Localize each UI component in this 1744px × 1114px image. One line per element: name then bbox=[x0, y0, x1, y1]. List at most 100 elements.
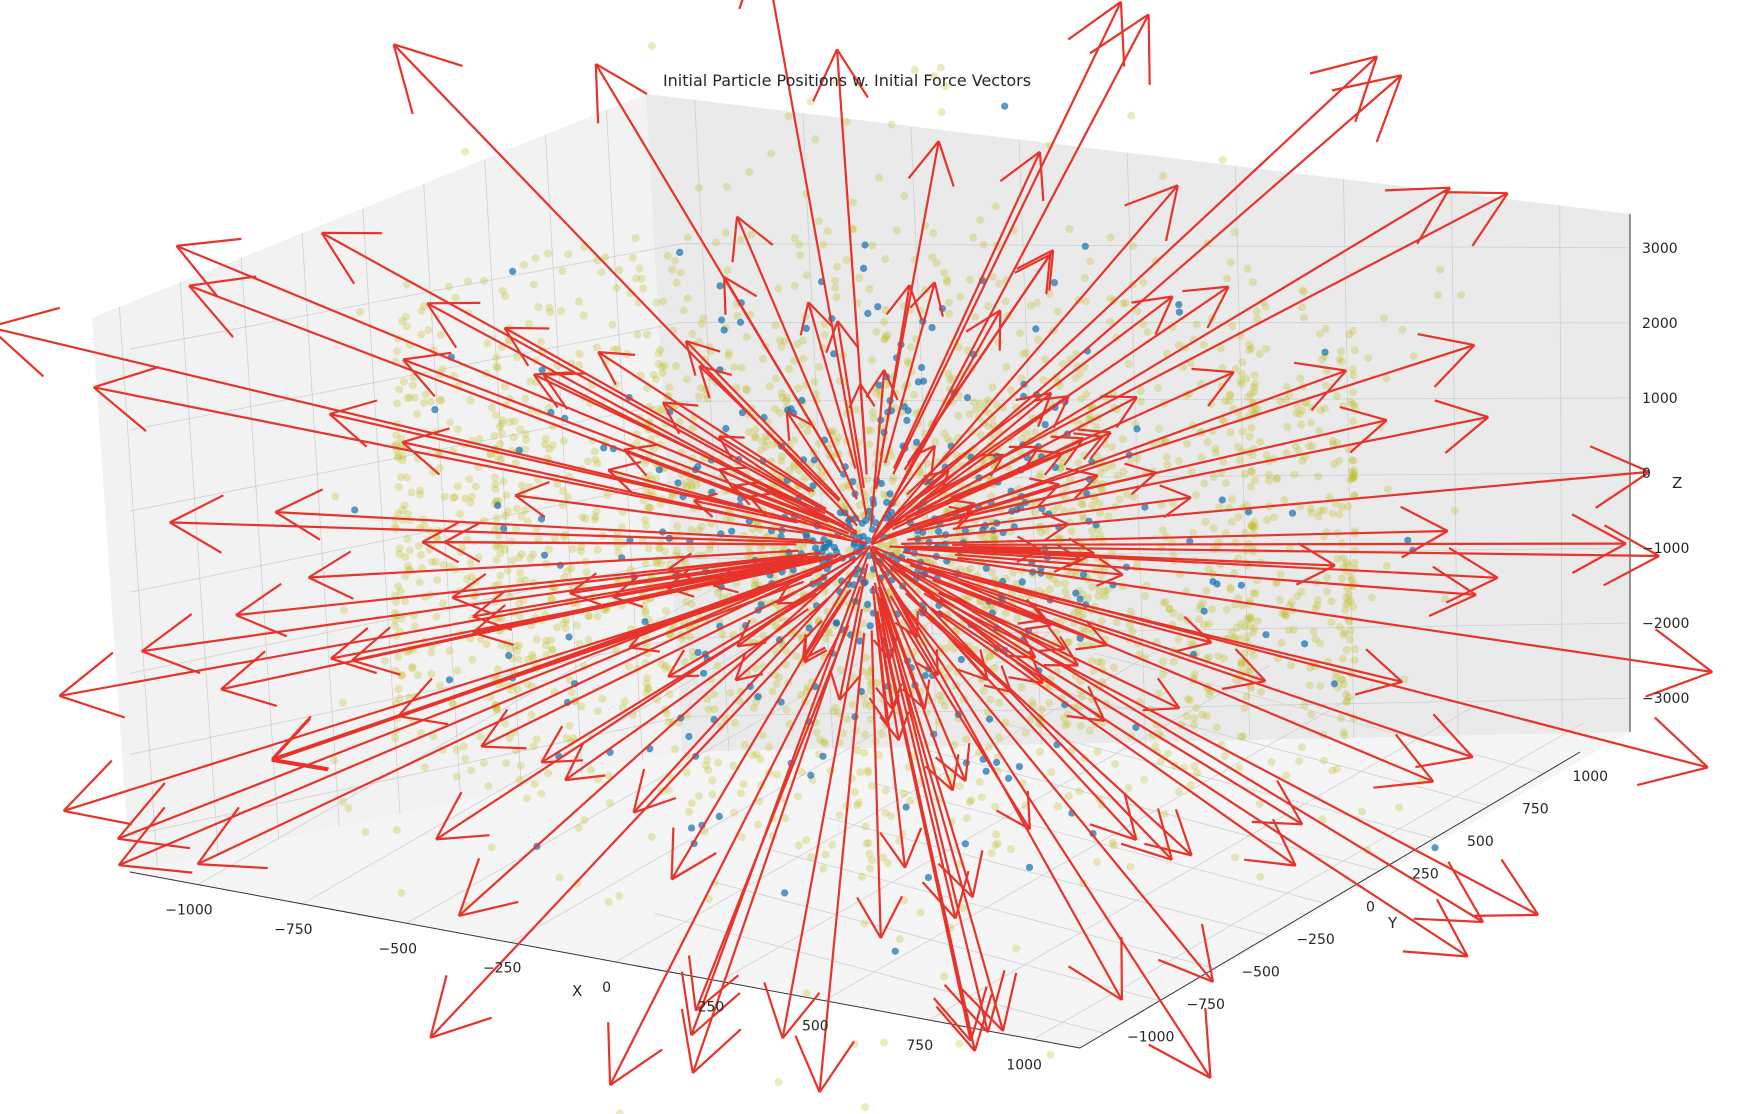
bg-point bbox=[1080, 627, 1089, 636]
force-vector-head bbox=[973, 994, 993, 1052]
wall-grid-line bbox=[129, 716, 683, 836]
bg-point bbox=[405, 693, 414, 702]
force-vector-head bbox=[397, 677, 433, 717]
bg-point bbox=[1238, 427, 1247, 436]
bg-point bbox=[497, 429, 506, 438]
bg-point bbox=[1306, 504, 1315, 513]
bg-point bbox=[525, 319, 533, 328]
bg-point bbox=[863, 426, 872, 435]
bg-point bbox=[1155, 424, 1163, 433]
force-vector-head bbox=[1034, 449, 1063, 455]
bg-point bbox=[613, 345, 622, 354]
bg-point bbox=[995, 698, 1004, 707]
bg-point bbox=[555, 873, 564, 882]
bg-point bbox=[1129, 242, 1138, 251]
bg-point bbox=[1265, 476, 1273, 485]
bg-point bbox=[1219, 654, 1228, 663]
bg-point bbox=[759, 631, 768, 640]
bg-point bbox=[1087, 656, 1096, 665]
bg-point bbox=[1234, 594, 1243, 602]
bg-point bbox=[736, 235, 745, 244]
force-vector-head bbox=[1636, 766, 1709, 787]
wall-grid-line bbox=[129, 637, 683, 755]
bg-point bbox=[1060, 714, 1068, 723]
bg-point bbox=[661, 664, 670, 673]
bg-point bbox=[687, 544, 695, 553]
force-vector bbox=[785, 411, 861, 523]
force-vector-head bbox=[836, 48, 869, 99]
bg-point bbox=[972, 405, 980, 414]
bg-point bbox=[1346, 573, 1355, 582]
force-vector-head bbox=[1033, 395, 1069, 402]
bg-point bbox=[628, 253, 637, 262]
force-vector-head bbox=[935, 1005, 976, 1052]
bg-point bbox=[672, 546, 681, 555]
bg-point bbox=[1078, 511, 1087, 520]
bg-point bbox=[1052, 372, 1061, 381]
bg-point bbox=[1086, 412, 1095, 421]
bg-point bbox=[1162, 453, 1171, 462]
bg-point bbox=[1242, 615, 1251, 624]
force-vector-head bbox=[1417, 333, 1475, 347]
bg-point bbox=[1246, 482, 1255, 491]
chart-title: Initial Particle Positions w. Initial Fo… bbox=[663, 71, 1031, 90]
bg-point bbox=[737, 833, 746, 841]
bg-point bbox=[531, 254, 540, 263]
bg-point bbox=[1037, 528, 1045, 537]
force-vector-head bbox=[684, 340, 697, 376]
bg-point bbox=[745, 428, 754, 437]
particle-point bbox=[830, 543, 839, 552]
bg-point bbox=[633, 330, 642, 339]
bg-point bbox=[491, 411, 500, 420]
wall-grid-line bbox=[1451, 192, 1459, 736]
bg-point bbox=[1304, 441, 1313, 450]
bg-point bbox=[800, 473, 809, 482]
force-vector-head bbox=[1373, 780, 1434, 789]
bg-point bbox=[1253, 315, 1262, 324]
force-vector-head bbox=[1024, 624, 1052, 631]
bg-point bbox=[1123, 490, 1132, 499]
bg-point bbox=[965, 410, 974, 419]
bg-point bbox=[1143, 327, 1152, 336]
bg-point bbox=[1140, 775, 1149, 784]
bg-point bbox=[945, 298, 953, 307]
bg-point bbox=[427, 557, 436, 566]
bg-point bbox=[883, 859, 892, 867]
bg-point bbox=[802, 989, 811, 998]
bg-point bbox=[833, 262, 842, 271]
bg-point bbox=[1299, 313, 1308, 322]
bg-point bbox=[394, 652, 403, 661]
particle-point bbox=[1431, 844, 1439, 852]
bg-point bbox=[513, 646, 522, 655]
bg-point bbox=[1175, 456, 1183, 465]
bg-point bbox=[1335, 456, 1344, 465]
bg-point bbox=[392, 440, 401, 449]
bg-point bbox=[1013, 614, 1022, 623]
wall-grid-line bbox=[484, 159, 522, 787]
bg-point bbox=[496, 549, 505, 558]
bg-point bbox=[575, 349, 584, 358]
particle-point bbox=[716, 282, 724, 290]
bg-point bbox=[467, 492, 476, 501]
bg-point bbox=[992, 401, 1001, 410]
bg-point bbox=[1160, 809, 1169, 818]
force-vector-head bbox=[812, 48, 839, 102]
bg-point bbox=[860, 748, 869, 757]
force-vector bbox=[902, 551, 1713, 674]
bg-point bbox=[521, 576, 530, 584]
particle-point bbox=[1032, 325, 1040, 333]
bg-point bbox=[784, 112, 793, 121]
bg-point bbox=[497, 419, 506, 428]
bg-point bbox=[1182, 712, 1191, 720]
bg-point bbox=[709, 690, 718, 699]
bg-point bbox=[1316, 406, 1325, 415]
force-vector bbox=[609, 631, 842, 1086]
force-vector-head bbox=[693, 492, 718, 502]
bg-point bbox=[1300, 701, 1309, 710]
bg-point bbox=[1046, 585, 1054, 594]
bg-point bbox=[1200, 620, 1209, 629]
bg-point bbox=[1295, 409, 1304, 418]
bg-point bbox=[523, 680, 532, 689]
particle-point bbox=[861, 241, 869, 249]
bg-point bbox=[476, 634, 485, 643]
